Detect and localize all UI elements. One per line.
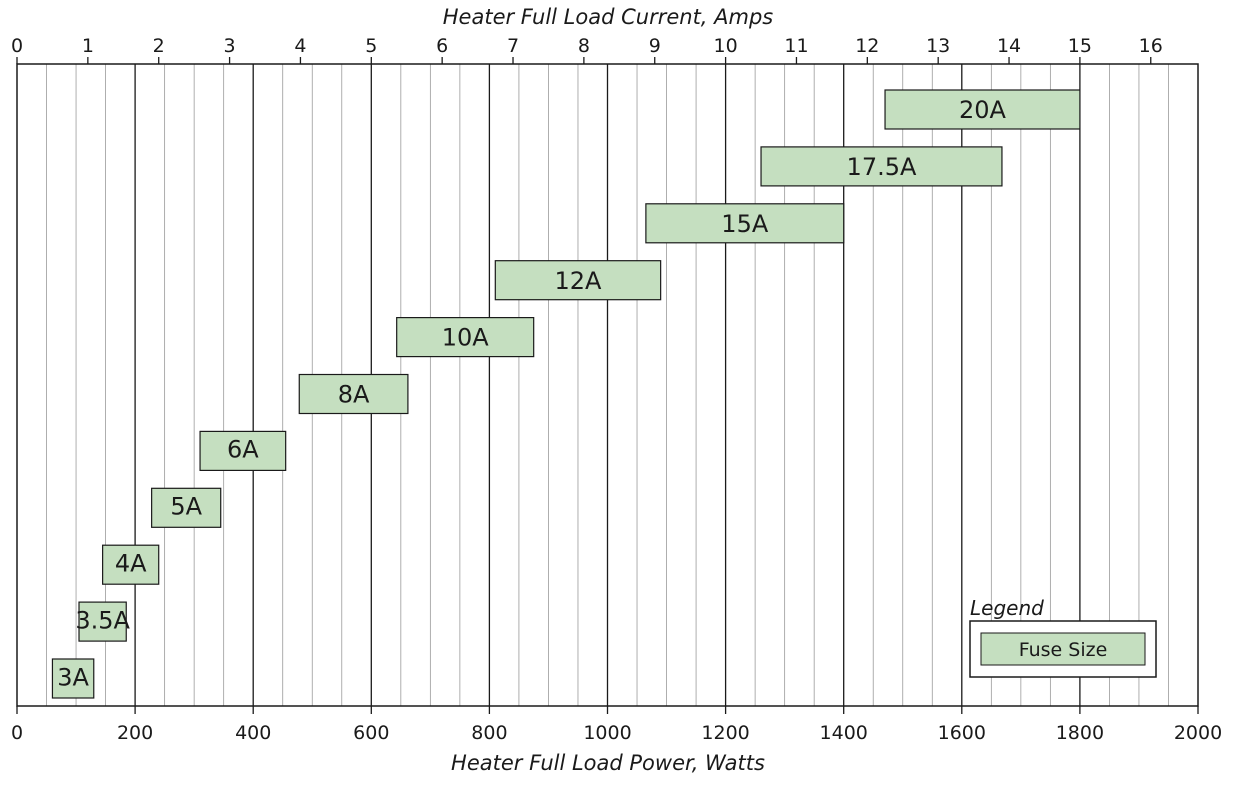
fuse-bar-label: 4A bbox=[115, 550, 147, 578]
fuse-bar-label: 17.5A bbox=[847, 153, 917, 181]
x2-tick-label: 0 bbox=[11, 35, 23, 57]
x-tick-label: 0 bbox=[11, 722, 23, 744]
x-tick-label: 1000 bbox=[583, 722, 631, 744]
x2-tick-label: 11 bbox=[784, 35, 808, 57]
fuse-bar-label: 3.5A bbox=[75, 606, 130, 634]
fuse-bar-label: 20A bbox=[959, 96, 1007, 124]
x-tick-label: 800 bbox=[471, 722, 507, 744]
x2-tick-label: 9 bbox=[649, 35, 661, 57]
fuse-bar-20a bbox=[884, 89, 1081, 130]
x-tick-label: 200 bbox=[117, 722, 153, 744]
x-tick-label: 1200 bbox=[701, 722, 749, 744]
fuse-bar-17-5a bbox=[760, 146, 1003, 187]
fuse-bar-5a bbox=[151, 487, 222, 528]
fuse-bar-label: 3A bbox=[57, 663, 89, 691]
x2-tick-label: 12 bbox=[855, 35, 879, 57]
legend-swatch bbox=[980, 632, 1146, 666]
x2-tick-label: 1 bbox=[82, 35, 94, 57]
x2-tick-label: 14 bbox=[997, 35, 1021, 57]
x2-tick-label: 13 bbox=[926, 35, 950, 57]
x2-tick-label: 2 bbox=[153, 35, 165, 57]
fuse-bar-4a bbox=[102, 544, 160, 585]
fuse-bar-label: 5A bbox=[170, 493, 202, 521]
fuse-bar-label: 12A bbox=[554, 267, 602, 295]
fuse-bar-3-5a bbox=[78, 601, 127, 642]
x2-tick-label: 7 bbox=[507, 35, 519, 57]
x-tick-label: 1400 bbox=[820, 722, 868, 744]
x-tick-label: 1800 bbox=[1056, 722, 1104, 744]
fuse-bar-label: 15A bbox=[721, 210, 769, 238]
legend: Legend Fuse Size bbox=[969, 596, 1157, 678]
fuse-bar-10a bbox=[396, 317, 535, 358]
x2-tick-label: 3 bbox=[224, 35, 236, 57]
x-axis-title: Heater Full Load Power, Watts bbox=[451, 751, 765, 775]
x2-tick-label: 6 bbox=[436, 35, 448, 57]
x2-tick-label: 10 bbox=[714, 35, 738, 57]
x2-axis-title: Heater Full Load Current, Amps bbox=[443, 5, 774, 29]
x-tick-label: 400 bbox=[235, 722, 271, 744]
x2-tick-label: 16 bbox=[1139, 35, 1163, 57]
fuse-bar-label: 10A bbox=[442, 324, 490, 352]
legend-title: Legend bbox=[970, 596, 1044, 620]
fuse-bar-3a bbox=[51, 658, 95, 699]
fuse-bar-label: 6A bbox=[227, 436, 259, 464]
grid-layer bbox=[46, 64, 1169, 706]
x-tick-label: 600 bbox=[353, 722, 389, 744]
fuse-bar-8a bbox=[298, 373, 409, 415]
x2-tick-label: 5 bbox=[365, 35, 377, 57]
x2-tick-label: 15 bbox=[1068, 35, 1092, 57]
fuse-bar-15a bbox=[645, 203, 845, 244]
x2-tick-label: 8 bbox=[578, 35, 590, 57]
x2-tick-label: 4 bbox=[294, 35, 306, 57]
x-tick-label: 2000 bbox=[1174, 722, 1222, 744]
x-tick-label: 1600 bbox=[938, 722, 986, 744]
fuse-bar-label: 8A bbox=[338, 381, 370, 409]
bars-layer: 3A 3.5A 4A 5A 6A 8A 10A 12A 15A 17.5A 20A bbox=[51, 89, 1081, 699]
legend-entry-fuse-size: Fuse Size bbox=[1019, 639, 1108, 661]
fuse-bar-6a bbox=[199, 430, 287, 471]
fuse-bar-12a bbox=[494, 260, 662, 301]
